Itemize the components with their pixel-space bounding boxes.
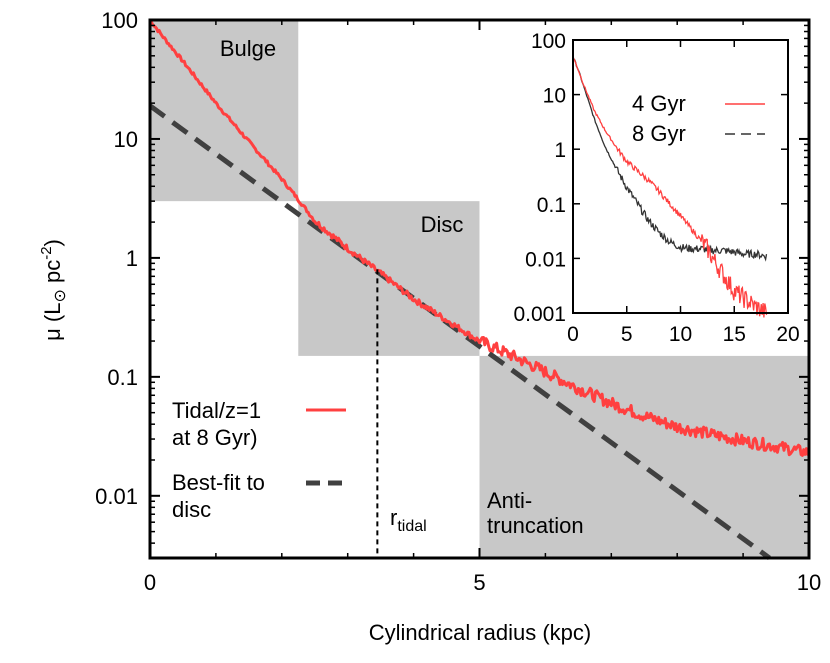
legend-tidal-label-1: Tidal/z=1 [172,398,261,423]
inset-x-tick-label: 15 [723,323,746,346]
x-tick-label: 10 [797,570,821,595]
inset-x-tick-label: 0 [567,323,579,346]
region-label-disc: Disc [421,212,464,237]
inset-legend-4gyr-label: 4 Gyr [632,91,686,116]
legend-fit-label-2: disc [172,497,211,522]
r-tidal-label: rtidal [390,505,427,535]
inset-x-tick-label: 5 [621,323,633,346]
inset-x-tick-label: 20 [776,323,799,346]
inset-legend-8gyr-label: 8 Gyr [632,121,686,146]
inset-y-tick-label: 0.01 [525,248,566,271]
inset-y-tick-label: 0.1 [537,194,566,217]
y-tick-label: 1 [126,246,138,271]
y-tick-label: 0.1 [107,365,138,390]
inset-y-tick-label: 100 [531,30,566,53]
inset-y-tick-label: 0.001 [513,303,566,326]
inset-y-tick-label: 10 [543,85,566,108]
inset-series-8gyr-line [572,56,768,262]
inset-background [573,40,788,313]
inset-y-tick-label: 1 [554,139,566,162]
x-tick-label: 5 [473,570,485,595]
y-tick-label: 10 [114,127,138,152]
x-axis-label: Cylindrical radius (kpc) [369,620,592,645]
region-label-anti: Anti- [487,488,532,513]
y-tick-label: 0.01 [95,484,138,509]
y-axis-label: μ (L⊙ pc-2) [38,239,69,341]
series-best-fit-line [148,103,771,561]
legend-fit-label-1: Best-fit to [172,470,265,495]
inset-x-tick-label: 10 [669,323,692,346]
y-tick-label: 100 [101,8,138,33]
inset-series-4gyr-line [572,56,768,318]
series-tidal-line [148,19,810,457]
region-label-bulge: Bulge [220,36,276,61]
region-2 [479,355,809,558]
x-tick-label: 0 [144,570,156,595]
region-label-truncation: truncation [487,513,584,538]
legend-tidal-label-2: at 8 Gyr) [172,425,258,450]
